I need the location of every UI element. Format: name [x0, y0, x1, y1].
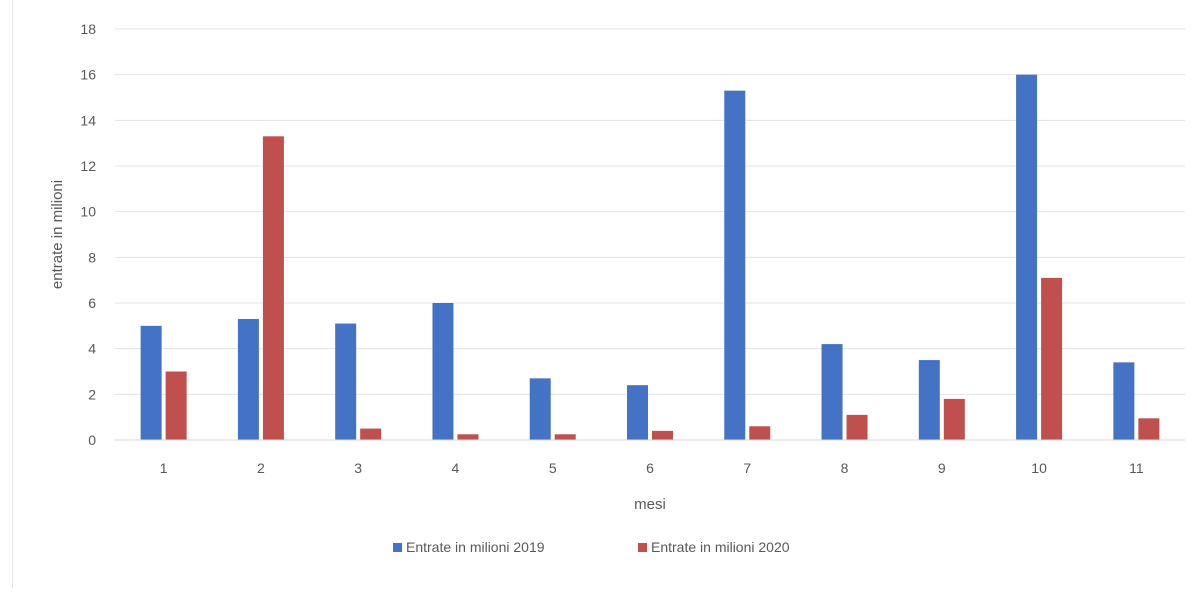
x-tick-label: 4 — [452, 460, 460, 476]
gridlines — [115, 28, 1185, 395]
bar-2020-month-5 — [554, 434, 576, 440]
legend-label-2020: Entrate in milioni 2020 — [651, 539, 790, 555]
y-tick-label: 8 — [88, 249, 96, 265]
x-tick-label: 6 — [646, 460, 654, 476]
bar-2019-month-8 — [821, 344, 843, 440]
y-tick-label: 16 — [80, 67, 96, 83]
legend-item-2020: Entrate in milioni 2020 — [638, 539, 790, 555]
y-tick-label: 6 — [88, 295, 96, 311]
y-tick-label: 10 — [80, 204, 96, 220]
x-tick-label: 9 — [938, 460, 946, 476]
y-axis-title: entrate in milioni — [49, 180, 66, 289]
x-tick-label: 5 — [549, 460, 557, 476]
y-tick-label: 4 — [88, 341, 96, 357]
bar-2019-month-3 — [335, 323, 357, 440]
y-axis-ticks: 0 2 4 6 8 10 12 14 16 18 — [80, 21, 96, 448]
x-tick-label: 3 — [354, 460, 362, 476]
bar-2020-month-4 — [457, 434, 479, 440]
bar-2019-month-2 — [237, 318, 259, 440]
bars — [140, 74, 1160, 441]
bar-2020-month-3 — [360, 428, 382, 440]
bar-2020-month-10 — [1041, 277, 1063, 440]
x-axis-title: mesi — [634, 496, 666, 513]
bar-2019-month-4 — [432, 303, 454, 440]
y-tick-label: 0 — [88, 432, 96, 448]
legend-label-2019: Entrate in milioni 2019 — [406, 539, 545, 555]
x-tick-label: 1 — [160, 460, 168, 476]
y-tick-label: 18 — [80, 21, 96, 37]
x-axis-ticks: 1 2 3 4 5 6 7 8 9 10 11 — [160, 460, 1144, 476]
x-tick-label: 2 — [257, 460, 265, 476]
x-tick-label: 10 — [1031, 460, 1047, 476]
y-tick-label: 14 — [80, 112, 96, 128]
bar-2019-month-5 — [529, 378, 551, 440]
bar-2019-month-10 — [1016, 74, 1038, 441]
bar-2020-month-2 — [262, 136, 284, 441]
bar-2019-month-1 — [140, 325, 162, 440]
bar-2020-month-11 — [1138, 418, 1160, 440]
bar-2019-month-11 — [1113, 362, 1135, 440]
x-tick-label: 11 — [1129, 460, 1144, 476]
y-tick-label: 12 — [80, 158, 96, 174]
y-tick-label: 2 — [88, 386, 96, 402]
legend-swatch-2019 — [393, 543, 402, 552]
left-border — [12, 0, 13, 588]
bar-2019-month-7 — [724, 90, 746, 441]
bar-2020-month-6 — [652, 430, 673, 440]
bar-2019-month-6 — [627, 385, 648, 440]
bar-2020-month-8 — [846, 414, 868, 440]
bar-2020-month-7 — [749, 426, 771, 440]
legend-swatch-2020 — [638, 543, 647, 552]
x-tick-label: 8 — [841, 460, 849, 476]
bar-2020-month-9 — [943, 398, 965, 440]
x-tick-label: 7 — [743, 460, 751, 476]
bar-2020-month-1 — [165, 371, 187, 440]
legend: Entrate in milioni 2019 Entrate in milio… — [393, 539, 790, 555]
bar-2019-month-9 — [918, 360, 940, 440]
legend-item-2019: Entrate in milioni 2019 — [393, 539, 545, 555]
